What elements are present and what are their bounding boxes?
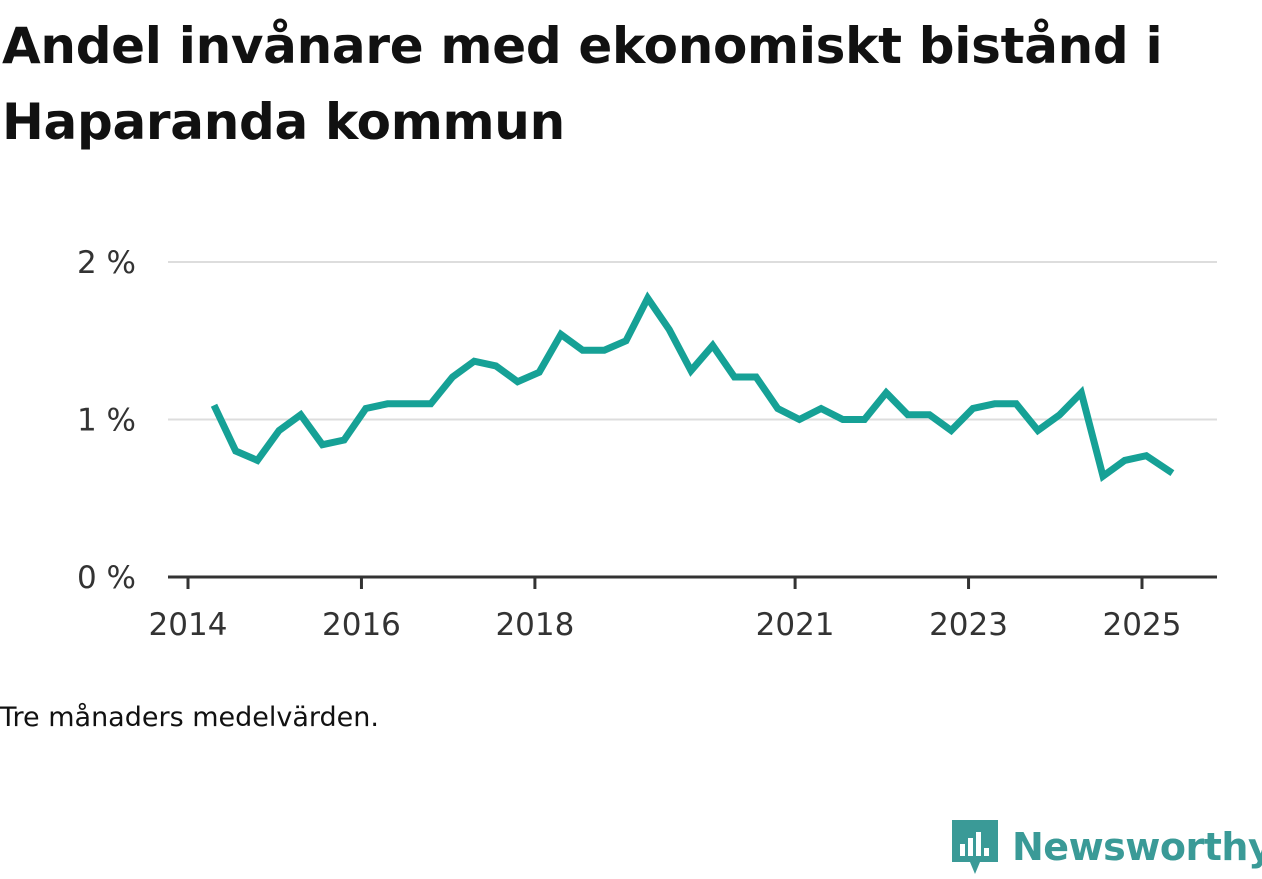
series-line xyxy=(210,291,1175,483)
y-tick-label: 2 % xyxy=(77,245,136,281)
x-tick-label: 2025 xyxy=(1103,607,1182,643)
y-tick-label: 1 % xyxy=(77,403,136,439)
line-chart: 0 % 1 % 2 % 2014 2016 2018 2021 2023 2025 xyxy=(77,245,1217,643)
y-axis-labels: 0 % 1 % 2 % xyxy=(77,245,136,596)
x-axis: 2014 2016 2018 2021 2023 2025 xyxy=(149,575,1217,643)
x-tick-label: 2023 xyxy=(929,607,1008,643)
footnote: Tre månaders medelvärden. xyxy=(0,702,379,733)
series-group xyxy=(210,291,1175,483)
newsworthy-logo-icon xyxy=(952,820,998,874)
x-tick-label: 2016 xyxy=(322,607,401,643)
x-tick-label: 2018 xyxy=(495,607,574,643)
brand-logo: Newsworthy xyxy=(950,818,1262,876)
brand-name: Newsworthy xyxy=(1012,825,1262,869)
x-tick-label: 2021 xyxy=(756,607,835,643)
x-tick-label: 2014 xyxy=(149,607,228,643)
y-tick-label: 0 % xyxy=(77,560,136,596)
chart-title: Andel invånare med ekonomiskt bistånd i … xyxy=(2,17,1163,151)
grid-lines xyxy=(168,261,1217,421)
